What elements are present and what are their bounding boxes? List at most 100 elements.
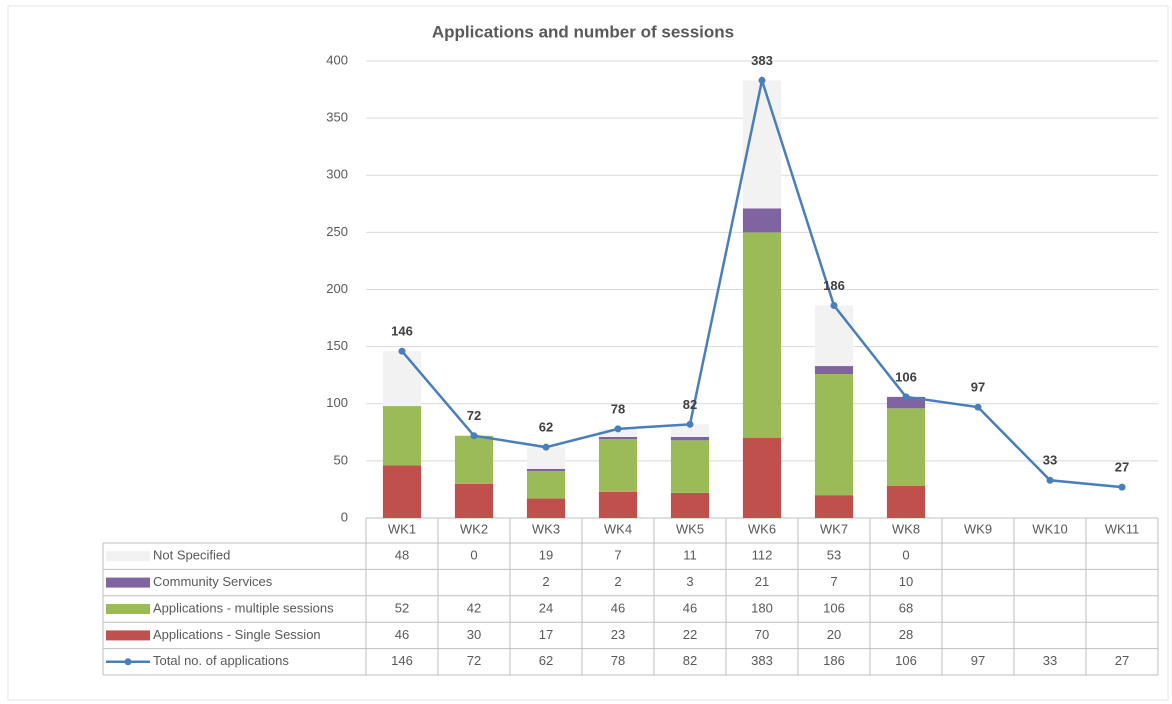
y-tick-label: 150 [326,338,348,353]
bar-segment [526,471,566,499]
table-cell: 106 [823,600,845,615]
table-cell: 106 [895,653,917,668]
x-tick-label: WK1 [388,521,416,536]
table-cell: 0 [470,548,477,563]
table-cell: 11 [683,548,697,563]
bar-segment [886,408,926,487]
data-label: 33 [1043,453,1057,468]
y-tick-label: 400 [326,52,348,67]
line-marker [758,76,766,84]
legend-label: Community Services [153,574,273,589]
line-marker [1118,483,1126,491]
data-label: 106 [895,369,917,384]
y-tick-label: 350 [326,110,348,125]
legend-key [106,630,150,641]
bar-segment [814,305,854,367]
table-cell: 33 [1043,653,1057,668]
y-tick-label: 50 [334,452,348,467]
table-cell: 46 [683,600,697,615]
bar-segment [598,436,638,440]
data-label: 383 [751,53,773,68]
data-label: 72 [467,408,481,423]
x-tick-label: WK9 [964,521,992,536]
x-tick-label: WK8 [892,521,920,536]
frame [7,5,1169,701]
line-marker [974,403,982,411]
table-cell: 22 [683,627,697,642]
legend-key [106,604,150,614]
bar-segment [382,465,422,518]
legend-label: Total no. of applications [153,653,289,668]
table-cell: 52 [395,600,409,615]
bar-segment [886,396,926,409]
bar-segment [670,492,710,518]
bar-segment [526,498,566,518]
data-label: 27 [1115,460,1129,475]
table-cell: 27 [1115,653,1129,668]
table-cell: 68 [899,600,913,615]
bar-segment [670,424,710,437]
data-label: 62 [539,420,553,435]
table-cell: 3 [686,574,693,589]
table-cell: 82 [683,653,697,668]
legend-label: Applications - multiple sessions [153,600,334,615]
bar-segment [742,438,782,518]
x-tick-label: WK5 [676,521,704,536]
bar-segment [598,491,638,518]
chart-title: Applications and number of sessions [432,22,734,41]
table-cell: 112 [752,548,773,563]
legend-label: Not Specified [153,548,230,563]
bar-segment [598,439,638,492]
table-cell: 383 [751,653,773,668]
line-marker [398,347,406,355]
bar-segment [814,366,854,375]
line-marker [542,443,550,451]
bar-segment [454,483,494,518]
table-cell: 97 [971,653,985,668]
bar-segment [814,374,854,496]
y-tick-label: 200 [326,281,348,296]
table-cell: 72 [467,653,481,668]
x-tick-label: WK4 [604,521,632,536]
line-marker [902,393,910,401]
bar-segment [382,406,422,466]
table-cell: 2 [542,574,549,589]
data-label: 82 [683,397,697,412]
bar-segment [526,468,566,472]
table-cell: 146 [391,653,413,668]
line-marker [830,301,838,309]
x-tick-label: WK6 [748,521,776,536]
table-cell: 46 [395,627,409,642]
y-tick-label: 0 [341,509,348,524]
table-cell: 53 [827,548,841,563]
table-cell: 7 [614,548,621,563]
table-cell: 42 [467,600,481,615]
bar-segment [742,232,782,439]
table-cell: 17 [539,627,553,642]
table-cell: 48 [395,548,409,563]
table-cell: 186 [823,653,845,668]
x-tick-label: WK11 [1105,521,1139,536]
x-tick-label: WK2 [460,521,488,536]
bar-segment [598,428,638,437]
y-tick-label: 100 [326,395,348,410]
data-label: 97 [971,380,985,395]
x-tick-label: WK3 [532,521,560,536]
table-cell: 21 [755,574,769,589]
table-cell: 19 [539,548,553,563]
table-cell: 7 [830,574,837,589]
x-tick-label: WK7 [820,521,848,536]
line-marker [470,432,478,440]
line-marker [1046,476,1054,484]
table-cell: 70 [755,627,769,642]
bar-segment [742,208,782,233]
table-cell: 10 [899,574,913,589]
y-tick-label: 250 [326,224,348,239]
legend-key [124,658,132,666]
bar-segment [814,495,854,518]
x-tick-label: WK10 [1032,521,1067,536]
table-cell: 62 [539,653,553,668]
data-label: 146 [391,324,413,339]
table-cell: 180 [751,600,773,615]
